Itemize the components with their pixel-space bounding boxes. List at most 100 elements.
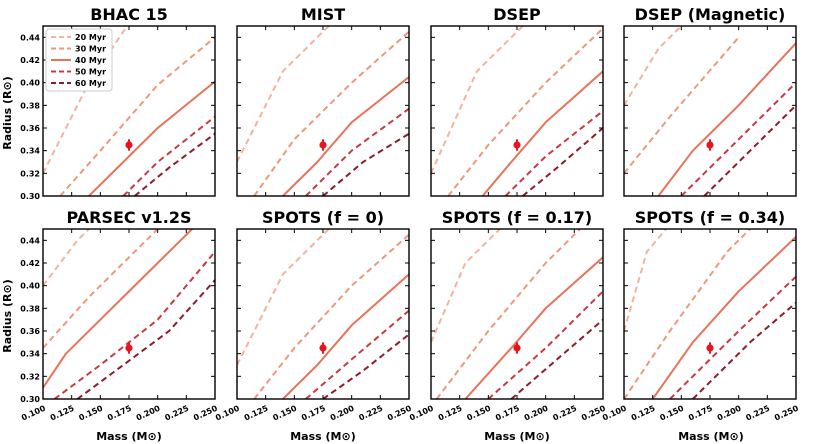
isochrone-30-myr xyxy=(253,30,409,196)
panel-1: BHAC 15 0.30 0.32 0.34 0.36 0.38 0.40 0.42 0.44 2… xyxy=(20,5,216,201)
isochrone-30-myr xyxy=(59,36,215,196)
isochrone-40-myr xyxy=(43,229,193,389)
data-point xyxy=(125,344,133,352)
isochrone-30-myr xyxy=(624,36,740,174)
isochrone-60-myr xyxy=(522,127,603,196)
x-tick-label: 0.200 xyxy=(523,403,550,422)
isochrone-30-myr xyxy=(43,229,159,349)
panel-2: MIST xyxy=(236,5,410,197)
x-tick-label: 0.250 xyxy=(773,403,800,422)
panel-title: DSEP (Magnetic) xyxy=(635,5,786,24)
isochrone-20-myr xyxy=(237,229,331,366)
y-tick-label: 0.42 xyxy=(20,259,40,268)
x-axis-label-4: Mass (M⊙) xyxy=(678,430,744,443)
y-tick-label: 0.32 xyxy=(20,169,40,178)
isochrone-40-myr xyxy=(651,236,796,399)
isochrone-30-myr xyxy=(624,229,751,399)
legend: 20 Myr 30 Myr 40 Myr 50 Myr 60 Myr xyxy=(45,28,113,92)
x-tick-label: 0.225 xyxy=(744,403,771,422)
y-tick-label: 0.34 xyxy=(20,147,40,156)
data-point xyxy=(319,141,327,149)
isochrone-40-myr xyxy=(282,76,409,196)
data-point xyxy=(706,344,714,352)
legend-label: 60 Myr xyxy=(75,79,106,88)
isochrone-20-myr xyxy=(431,229,502,343)
isochrone-30-myr xyxy=(447,27,603,196)
isochrone-50-myr xyxy=(504,110,603,196)
y-axis-label-bottom: Radius (R⊙) xyxy=(1,279,14,353)
panel-frame xyxy=(623,25,797,197)
panel-6: SPOTS (f = 0) 0.100 0.125 0.150 0.175 0.200 0.… xyxy=(214,208,413,423)
x-tick-label: 0.100 xyxy=(408,403,435,422)
data-point xyxy=(125,141,133,149)
x-tick-label: 0.150 xyxy=(271,403,298,422)
series-group xyxy=(431,229,603,399)
panel-3: DSEP xyxy=(430,5,604,197)
y-tick-label: 0.38 xyxy=(20,101,40,110)
isochrone-50-myr xyxy=(305,309,409,399)
series-group xyxy=(43,229,215,399)
x-tick-label: 0.225 xyxy=(357,403,384,422)
y-tick-label: 0.32 xyxy=(20,372,40,381)
panel-frame xyxy=(236,228,410,400)
panel-4: DSEP (Magnetic) xyxy=(623,5,797,197)
y-tick-label: 0.40 xyxy=(20,282,40,291)
x-tick-label: 0.225 xyxy=(163,403,190,422)
x-tick-label: 0.150 xyxy=(77,403,104,422)
y-tick-label: 0.42 xyxy=(20,56,40,65)
isochrone-50-myr xyxy=(487,290,603,399)
legend-label: 30 Myr xyxy=(75,45,106,54)
x-tick-label: 0.175 xyxy=(687,403,714,422)
panel-title: SPOTS (f = 0) xyxy=(262,208,384,227)
series-group xyxy=(431,26,603,196)
x-tick-label: 0.200 xyxy=(329,403,356,422)
y-axis-label-top: Radius (R⊙) xyxy=(1,76,14,150)
isochrone-40-myr xyxy=(657,42,796,196)
legend-label: 40 Myr xyxy=(75,56,106,65)
x-axis-label-1: Mass (M⊙) xyxy=(96,430,162,443)
series-group xyxy=(624,26,796,196)
panel-frame xyxy=(623,228,797,400)
isochrone-60-myr xyxy=(322,132,409,196)
panel-8: SPOTS (f = 0.34) 0.100 0.125 0.150 0.175 0.20… xyxy=(601,208,800,423)
y-tick-label: 0.36 xyxy=(20,124,40,133)
y-tick-label: 0.44 xyxy=(20,236,40,245)
series-group xyxy=(237,229,409,399)
isochrone-30-myr xyxy=(253,233,409,399)
isochrone-60-myr xyxy=(134,132,215,196)
x-tick-label: 0.100 xyxy=(214,403,241,422)
y-tick-label: 0.30 xyxy=(20,395,40,404)
isochrone-20-myr xyxy=(431,26,525,174)
x-tick-label: 0.125 xyxy=(630,403,657,422)
y-tick-label: 0.34 xyxy=(20,350,40,359)
isochrone-40-myr xyxy=(481,70,603,196)
isochrone-20-myr xyxy=(237,26,331,163)
isochrone-50-myr xyxy=(122,115,215,196)
isochrone-50-myr xyxy=(680,81,796,196)
data-point xyxy=(513,141,521,149)
isochrone-30-myr xyxy=(435,229,581,399)
x-tick-label: 0.225 xyxy=(551,403,578,422)
series-group xyxy=(237,26,409,196)
x-tick-label: 0.200 xyxy=(135,403,162,422)
x-axis-label-3: Mass (M⊙) xyxy=(484,430,550,443)
y-tick-label: 0.38 xyxy=(20,304,40,313)
data-point xyxy=(706,141,714,149)
panel-title: SPOTS (f = 0.34) xyxy=(635,208,785,227)
x-tick-label: 0.100 xyxy=(601,403,628,422)
isochrone-60-myr xyxy=(703,104,796,196)
panel-5: PARSEC v1.2S 0.30 0.32 0.34 0.36 0.38 0.40 0.42… xyxy=(20,208,219,423)
data-point xyxy=(319,344,327,352)
y-tick-label: 0.36 xyxy=(20,327,40,336)
x-tick-label: 0.125 xyxy=(243,403,270,422)
series-group xyxy=(624,229,796,399)
x-tick-label: 0.175 xyxy=(300,403,327,422)
x-tick-label: 0.150 xyxy=(465,403,492,422)
panel-frame xyxy=(42,228,216,400)
isochrone-50-myr xyxy=(669,275,796,399)
x-tick-label: 0.175 xyxy=(494,403,521,422)
panel-title: DSEP xyxy=(493,5,541,24)
data-point xyxy=(513,344,521,352)
isochrone-60-myr xyxy=(510,318,603,399)
